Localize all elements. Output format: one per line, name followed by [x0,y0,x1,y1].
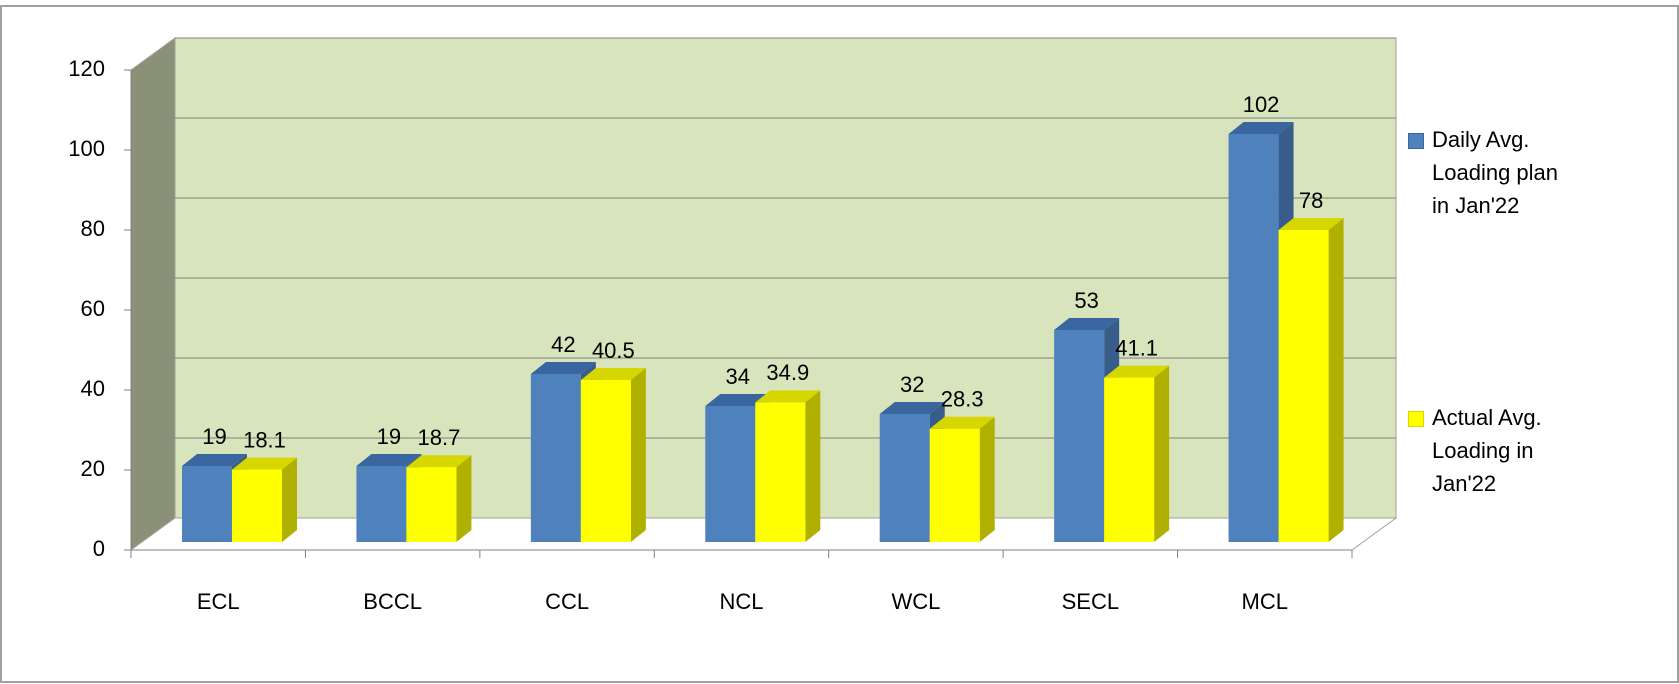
bar-side [805,390,821,542]
bar-top [406,455,472,468]
data-label: 18.1 [243,427,286,452]
x-tick-label: MCL [1242,589,1288,614]
x-tick-label: ECL [197,589,240,614]
data-label: 34 [726,364,750,389]
data-label: 32 [900,372,924,397]
bar-top [1054,318,1120,330]
bar-top [929,416,995,429]
x-tick-label: SECL [1062,589,1119,614]
data-label: 42 [551,332,575,357]
bar-top [1228,122,1294,134]
bar [530,374,581,542]
legend-entry: Actual Avg. Loading in Jan'22 [1408,401,1558,500]
data-label: 53 [1074,288,1098,313]
bar-top [1278,218,1344,230]
y-tick-label: 80 [81,216,105,241]
data-label: 34.9 [766,360,809,385]
bar [755,402,806,542]
bar-top [705,394,771,406]
bar [929,428,980,542]
bar-top [530,362,596,374]
bar-top [182,454,247,466]
legend-entry: Daily Avg. Loading plan in Jan'22 [1408,123,1558,222]
bar-top [356,454,422,466]
x-tick-label: BCCL [363,589,422,614]
y-tick-label: 40 [81,376,105,401]
legend-label: Daily Avg. Loading plan in Jan'22 [1432,127,1559,218]
data-label: 28.3 [941,387,984,412]
bar [879,414,930,542]
data-label: 102 [1243,92,1280,117]
bar-side [1328,218,1344,542]
y-tick-label: 0 [93,536,105,561]
bar [705,406,756,542]
bar-side [630,368,646,542]
bar-top [879,402,945,414]
bar [1054,330,1105,542]
x-tick-label: CCL [545,589,589,614]
legend-swatch [1408,133,1424,149]
bar-side [1154,365,1170,542]
data-label: 19 [377,424,401,449]
x-tick-label: NCL [719,589,763,614]
y-tick-label: 60 [81,296,105,321]
bar [1278,230,1329,542]
data-label: 19 [202,424,226,449]
bar-top [755,390,821,403]
data-label: 41.1 [1115,335,1158,360]
bar [406,467,457,542]
bar-top [1104,365,1170,378]
legend-label: Actual Avg. Loading in Jan'22 [1432,405,1542,496]
bar [580,380,631,542]
data-label: 18.7 [418,425,461,450]
bar [1104,377,1155,542]
side-wall [130,37,176,551]
y-tick-label: 20 [81,456,105,481]
bar [356,466,407,542]
y-tick-label: 120 [68,56,105,81]
y-tick-label: 100 [68,136,105,161]
x-tick-label: WCL [891,589,940,614]
bar [232,469,282,542]
bar-top [580,368,646,380]
data-label: 40.5 [592,338,635,363]
bar [1228,134,1279,542]
bar-top [232,457,297,470]
bar [182,466,232,542]
data-label: 78 [1299,188,1323,213]
bar-side [456,455,472,542]
legend-swatch [1408,411,1424,427]
bar-side [282,457,297,542]
bar-side [979,416,995,542]
